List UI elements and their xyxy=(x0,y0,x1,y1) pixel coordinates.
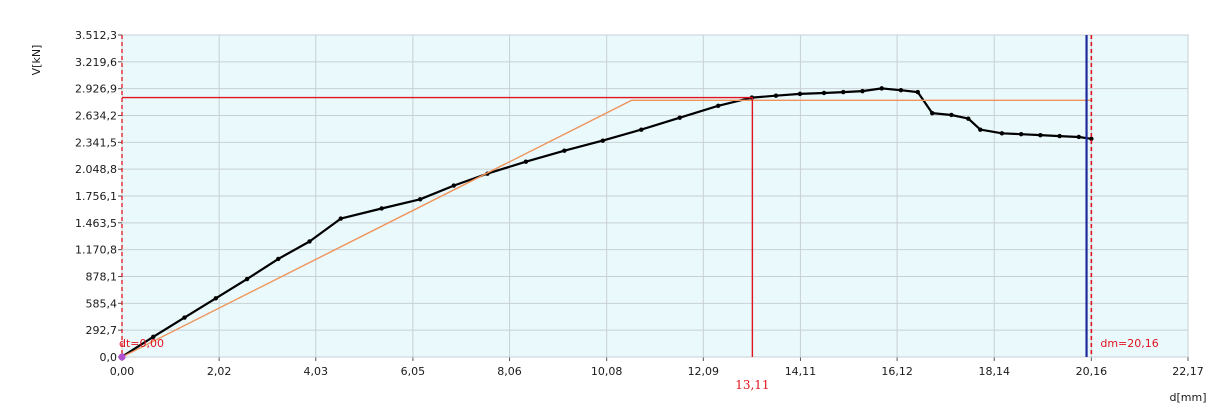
data-point xyxy=(1018,132,1024,137)
x-tick-label: 18,14 xyxy=(978,365,1010,378)
x-tick-label: 20,16 xyxy=(1076,365,1108,378)
x-tick-label: 8,06 xyxy=(497,365,522,378)
data-point xyxy=(860,88,865,94)
y-tick-label: 0,0 xyxy=(100,351,118,364)
y-tick-label: 585,4 xyxy=(86,297,118,310)
x-tick-label: 4,03 xyxy=(304,365,329,378)
data-point xyxy=(716,103,721,109)
data-point xyxy=(773,93,779,98)
data-point xyxy=(307,239,312,244)
data-point xyxy=(966,116,971,121)
y-tick-label: 2.341,5 xyxy=(75,136,117,149)
origin-dot xyxy=(118,353,126,361)
data-point xyxy=(879,86,884,91)
dt-label: dt=0,00 xyxy=(119,337,164,350)
marker-lines: 13,11 dt=0,00 dm=20,16 xyxy=(118,35,1159,392)
x-tick-label: 0,00 xyxy=(110,365,135,378)
x-tick-label: 6,05 xyxy=(401,365,426,378)
data-point xyxy=(600,138,606,143)
x-axis-label: d[mm] xyxy=(1170,391,1207,404)
load-displacement-curve xyxy=(121,87,1092,358)
data-point xyxy=(639,127,644,132)
data-point xyxy=(562,148,567,153)
y-axis-label: V[kN] xyxy=(30,45,43,76)
data-point xyxy=(898,88,904,93)
dm-label: dm=20,16 xyxy=(1100,337,1158,350)
data-point xyxy=(1076,134,1082,140)
x-tick-label: 10,08 xyxy=(591,365,623,378)
y-tick-label: 3.512,3 xyxy=(75,29,117,42)
data-point xyxy=(451,183,456,188)
data-point xyxy=(677,115,682,120)
data-point xyxy=(244,276,250,282)
y-axis-tick-labels: 0,0 292,7 585,4 878,1 1.170,8 1.463,5 1.756,1 2… xyxy=(75,29,117,364)
y-tick-label: 2.634,2 xyxy=(75,110,117,123)
data-point xyxy=(1038,132,1043,138)
data-point xyxy=(1089,136,1094,142)
horizontal-gridlines xyxy=(118,34,1188,358)
data-point xyxy=(523,159,529,164)
x-tick-label: 12,09 xyxy=(688,365,720,378)
data-point xyxy=(978,127,983,132)
y-tick-label: 2.926,9 xyxy=(75,83,117,96)
crosshair-x-value-label: 13,11 xyxy=(735,378,769,392)
data-point xyxy=(151,334,156,340)
x-tick-label: 22,17 xyxy=(1172,365,1204,378)
data-point xyxy=(949,112,954,118)
data-point xyxy=(213,296,218,301)
data-point xyxy=(821,90,827,96)
idealized-bilinear-curve xyxy=(121,99,1092,358)
data-point xyxy=(841,89,846,95)
data-point xyxy=(1057,133,1062,139)
y-tick-label: 1.463,5 xyxy=(75,217,117,230)
y-tick-label: 1.170,8 xyxy=(75,244,117,257)
y-tick-label: 2.048,8 xyxy=(75,163,117,176)
x-tick-label: 16,12 xyxy=(881,365,913,378)
data-point xyxy=(182,315,187,320)
data-point xyxy=(999,131,1005,136)
y-tick-label: 292,7 xyxy=(86,324,118,337)
data-point xyxy=(276,256,281,262)
x-tick-label: 2,02 xyxy=(207,365,232,378)
data-series xyxy=(119,86,1094,360)
data-point xyxy=(929,110,935,116)
y-tick-label: 878,1 xyxy=(86,270,118,283)
y-tick-label: 1.756,1 xyxy=(75,190,117,203)
data-point xyxy=(379,206,384,211)
data-point xyxy=(417,197,423,202)
data-point xyxy=(797,91,803,97)
y-tick-label: 3.219,6 xyxy=(75,56,117,69)
x-tick-label: 14,11 xyxy=(785,365,817,378)
data-point xyxy=(915,89,920,95)
data-point xyxy=(338,216,343,221)
x-axis-tick-labels: 0,00 2,02 4,03 6,05 8,06 10,08 12,09 14,11 16,12… xyxy=(110,365,1204,378)
